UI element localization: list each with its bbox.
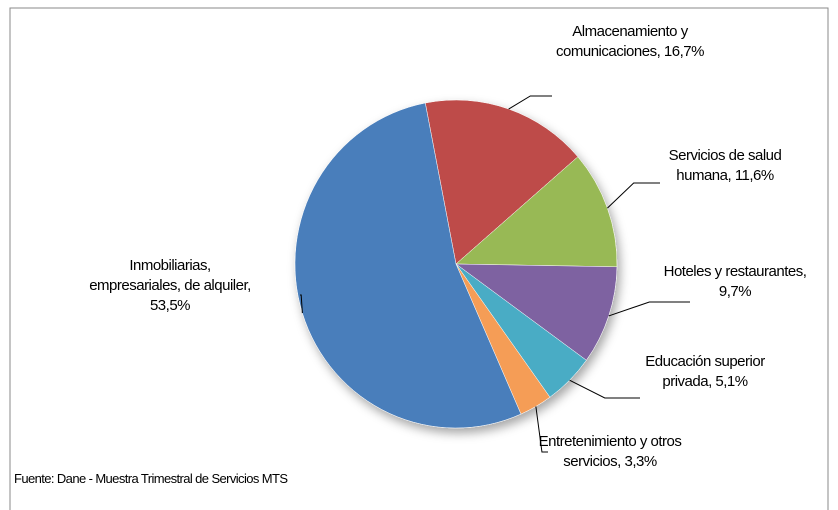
value-label: 16,7% [663, 43, 705, 60]
slice-label: Almacenamiento y comunicaciones, 16,7% [540, 22, 720, 62]
source-note: Fuente: Dane - Muestra Trimestral de Ser… [14, 471, 288, 486]
category-label: Servicios de salud humana, [668, 147, 782, 184]
pie-slice [424, 99, 579, 265]
category-label: Entretenimiento y otros servicios, [538, 433, 682, 470]
category-label: Inmobiliarias, empresariales, de alquile… [89, 257, 251, 294]
slice-label: Educación superior privada, 5,1% [620, 352, 790, 392]
value-label: 5,1% [715, 373, 748, 390]
slice-label: Entretenimiento y otros servicios, 3,3% [525, 432, 695, 472]
leader-line [300, 294, 303, 314]
leader-line [508, 95, 552, 110]
value-label: 11,6% [734, 167, 774, 184]
value-label: 3,3% [624, 453, 657, 470]
value-label: 53,5% [149, 297, 191, 314]
pie [294, 99, 618, 429]
category-label: Educación superior privada, [645, 353, 765, 390]
slice-label: Servicios de salud humana, 11,6% [640, 146, 810, 186]
leader-line [608, 301, 690, 317]
slice-label: Inmobiliarias, empresariales, de alquile… [85, 256, 255, 316]
slice-label: Hoteles y restaurantes, 9,7% [660, 262, 810, 302]
pie-slice [455, 156, 618, 268]
leaders [300, 95, 690, 453]
pie-slice [455, 263, 618, 361]
value-label: 9,7% [718, 283, 752, 300]
frame [9, 7, 829, 510]
category-label: Almacenamiento y comunicaciones, [556, 23, 688, 60]
leader-line [607, 182, 660, 209]
leader-line [535, 406, 548, 453]
leader-line [569, 379, 640, 399]
category-label: Hoteles y restaurantes, [663, 263, 807, 280]
